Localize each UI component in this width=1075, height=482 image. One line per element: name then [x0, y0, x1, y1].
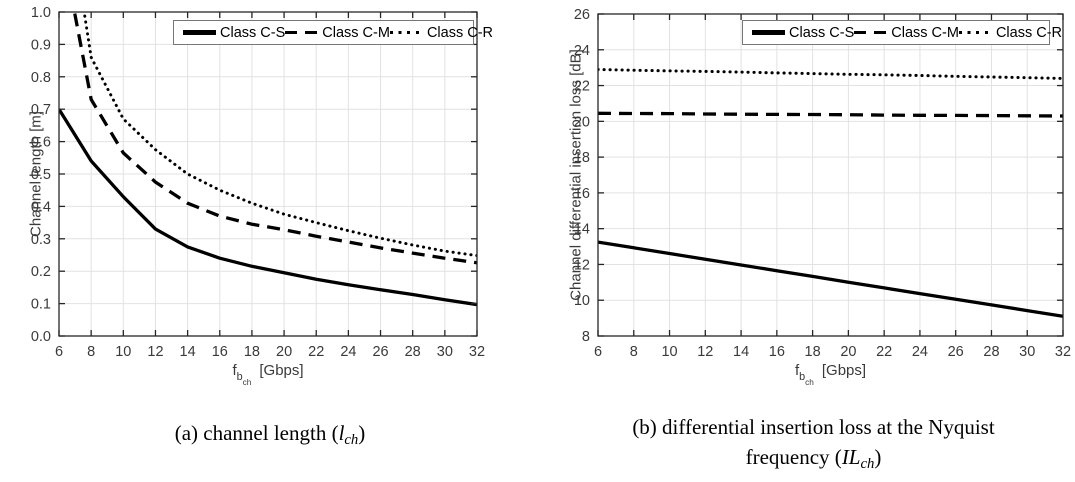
chart-b-legend: Class C-S Class C-M Class C-R — [742, 20, 1062, 45]
svg-text:30: 30 — [437, 344, 453, 360]
legend-label: Class C-S — [789, 24, 855, 41]
svg-text:32: 32 — [469, 344, 485, 360]
svg-text:20: 20 — [276, 344, 292, 360]
svg-text:10: 10 — [574, 293, 590, 309]
svg-text:20: 20 — [574, 114, 590, 130]
svg-text:0.7: 0.7 — [31, 102, 51, 118]
svg-text:18: 18 — [244, 344, 260, 360]
svg-text:0.6: 0.6 — [31, 135, 51, 151]
x-subsubscript: ch — [242, 378, 252, 387]
svg-text:28: 28 — [405, 344, 421, 360]
caption-b-symbol: IL — [841, 445, 861, 469]
svg-text:10: 10 — [661, 344, 677, 360]
dashed-line-icon — [854, 30, 888, 35]
svg-text:26: 26 — [948, 344, 964, 360]
caption-a-subscript: ch — [344, 432, 359, 448]
caption-a-suffix: ) — [358, 421, 366, 445]
svg-text:12: 12 — [697, 344, 713, 360]
svg-text:14: 14 — [574, 222, 590, 238]
caption-b: (b) differential insertion loss at the N… — [540, 412, 1075, 479]
x-symbol: f — [794, 362, 800, 379]
svg-text:0.4: 0.4 — [31, 199, 51, 215]
caption-b-text: frequency ( — [745, 445, 842, 469]
x-unit: [Gbps] — [821, 362, 867, 379]
chart-a-y-axis-label: Channel length [m] — [27, 111, 45, 237]
caption-a: (a) channel length (lch) — [0, 418, 540, 455]
svg-text:30: 30 — [1019, 344, 1035, 360]
svg-text:24: 24 — [574, 43, 590, 59]
dotted-line-icon — [389, 30, 423, 35]
svg-text:0.0: 0.0 — [31, 329, 51, 345]
svg-text:0.3: 0.3 — [31, 232, 51, 248]
chart-b-plot-area: 6 8 10 12 14 16 18 20 22 24 26 28 30 3281012141618202… — [574, 7, 1071, 360]
svg-text:22: 22 — [876, 344, 892, 360]
dashed-line-icon — [285, 30, 319, 35]
solid-line-icon — [183, 30, 216, 35]
svg-text:1.0: 1.0 — [31, 5, 51, 21]
svg-text:12: 12 — [147, 344, 163, 360]
svg-text:18: 18 — [805, 344, 821, 360]
svg-text:0.5: 0.5 — [31, 167, 51, 183]
x-subscript: b — [236, 371, 243, 383]
legend-entry-class-c-s: Class C-S — [183, 25, 285, 41]
svg-text:8: 8 — [582, 329, 590, 345]
svg-text:16: 16 — [769, 344, 785, 360]
legend-entry-class-c-s: Class C-S — [752, 25, 854, 41]
svg-text:18: 18 — [574, 150, 590, 166]
x-subscript: b — [799, 371, 806, 383]
caption-a-text: (a) channel length ( — [174, 421, 339, 445]
x-symbol: f — [232, 362, 237, 379]
svg-text:0.8: 0.8 — [31, 70, 51, 86]
svg-text:26: 26 — [574, 7, 590, 23]
svg-text:0.2: 0.2 — [31, 264, 51, 280]
legend-label: Class C-R — [426, 24, 493, 41]
chart-b-y-axis-label: Channel differential insertion loss [dB] — [567, 49, 585, 301]
svg-text:28: 28 — [983, 344, 999, 360]
legend-entry-class-c-m: Class C-M — [854, 25, 959, 41]
svg-text:0.1: 0.1 — [31, 297, 51, 313]
svg-text:14: 14 — [733, 344, 749, 360]
svg-text:6: 6 — [55, 344, 63, 360]
svg-text:0.9: 0.9 — [31, 37, 51, 53]
legend-entry-class-c-r: Class C-R — [958, 24, 1062, 41]
svg-text:8: 8 — [630, 344, 638, 360]
legend-label: Class C-S — [220, 24, 286, 41]
legend-entry-class-c-r: Class C-R — [389, 24, 493, 41]
svg-text:20: 20 — [840, 344, 856, 360]
svg-text:26: 26 — [372, 344, 388, 360]
svg-text:24: 24 — [912, 344, 928, 360]
svg-text:16: 16 — [574, 186, 590, 202]
svg-text:6: 6 — [594, 344, 602, 360]
solid-line-icon — [752, 30, 785, 35]
svg-text:12: 12 — [574, 257, 590, 273]
caption-b-subscript: ch — [860, 456, 875, 472]
caption-b-line2: frequency (ILch) — [552, 442, 1075, 479]
subfigure-a: 6 8 10 12 14 16 18 20 22 24 26 28 30 32 0.0 0.1 0.2 0.3 0.… — [0, 5, 540, 455]
x-unit: [Gbps] — [259, 362, 304, 379]
svg-text:32: 32 — [1055, 344, 1071, 360]
subfigure-b: 6 8 10 12 14 16 18 20 22 24 26 28 30 32 8 10 12 14 16 18 20 2… — [540, 0, 1075, 482]
x-subsubscript: ch — [805, 378, 814, 387]
svg-text:16: 16 — [212, 344, 228, 360]
svg-text:22: 22 — [574, 79, 590, 95]
legend-label: Class C-R — [995, 24, 1062, 41]
svg-text:22: 22 — [308, 344, 324, 360]
svg-text:24: 24 — [340, 344, 356, 360]
svg-text:14: 14 — [180, 344, 196, 360]
chart-a-plot-area: 6 8 10 12 14 16 18 20 22 24 26 28 30 32 0.0 0.1 0.2 0.3 0.… — [31, 5, 485, 360]
dotted-line-icon — [958, 30, 992, 35]
chart-b-x-axis-label: fbch [Gbps] — [598, 362, 1063, 387]
caption-b-line1: (b) differential insertion loss at the N… — [632, 415, 995, 439]
caption-a-symbol: l — [338, 421, 345, 445]
legend-label: Class C-M — [322, 24, 390, 41]
chart-a-legend: Class C-S Class C-M Class C-R — [173, 20, 493, 45]
legend-entry-class-c-m: Class C-M — [285, 25, 390, 41]
chart-a-x-axis-label: fbch [Gbps] — [59, 362, 477, 387]
legend-label: Class C-M — [891, 24, 959, 41]
caption-b-suffix: ) — [874, 445, 882, 469]
svg-text:8: 8 — [87, 344, 95, 360]
svg-text:10: 10 — [115, 344, 131, 360]
